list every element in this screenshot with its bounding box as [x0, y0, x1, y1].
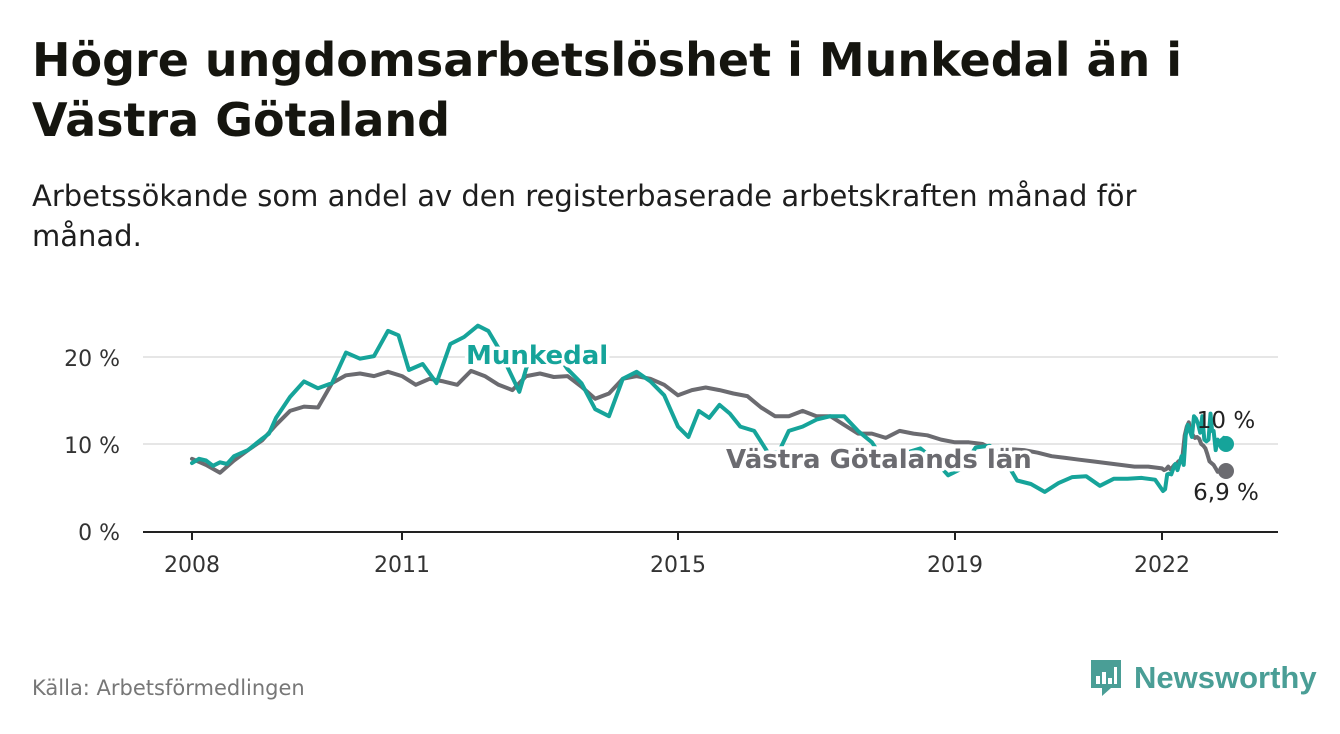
y-tick-label: 20 % — [64, 347, 120, 372]
source-note: Källa: Arbetsförmedlingen — [32, 676, 305, 700]
brand-name: Newsworthy — [1134, 660, 1317, 695]
y-tick-label: 0 % — [78, 521, 120, 546]
x-tick-label: 2019 — [927, 553, 983, 578]
chart-subtitle: Arbetssökande som andel av den registerb… — [32, 179, 1137, 253]
newsworthy-logo-icon — [1091, 660, 1121, 696]
munkedal-line — [190, 323, 1228, 494]
munkedal-series-label-halo: Munkedal — [466, 341, 608, 371]
x-tick-label: 2008 — [164, 553, 220, 578]
vg-series-label-halo: Västra Götalands län — [726, 445, 1032, 475]
vg-series-label: Västra Götalands län — [726, 445, 1032, 475]
vg-end-point — [1218, 462, 1234, 479]
munkedal-series-label: Munkedal — [466, 341, 608, 371]
axes: 0 % 10 % 20 % 2008 2011 2015 2019 2022 — [64, 347, 1278, 578]
x-tick-label: 2022 — [1134, 553, 1190, 578]
chart-title: Högre ungdomsarbetslöshet i Munkedal än … — [32, 33, 1183, 147]
series — [190, 323, 1234, 494]
munkedal-end-point — [1218, 436, 1234, 452]
gridlines — [143, 356, 1278, 445]
newsworthy-logo: Newsworthy — [1088, 658, 1317, 698]
x-tick-label: 2015 — [650, 553, 706, 578]
vg-end-label: 6,9 % — [1193, 480, 1259, 506]
x-tick-label: 2011 — [374, 553, 430, 578]
munkedal-end-label: 10 % — [1197, 408, 1255, 434]
y-tick-label: 10 % — [64, 434, 120, 459]
vg-line — [190, 368, 1228, 475]
